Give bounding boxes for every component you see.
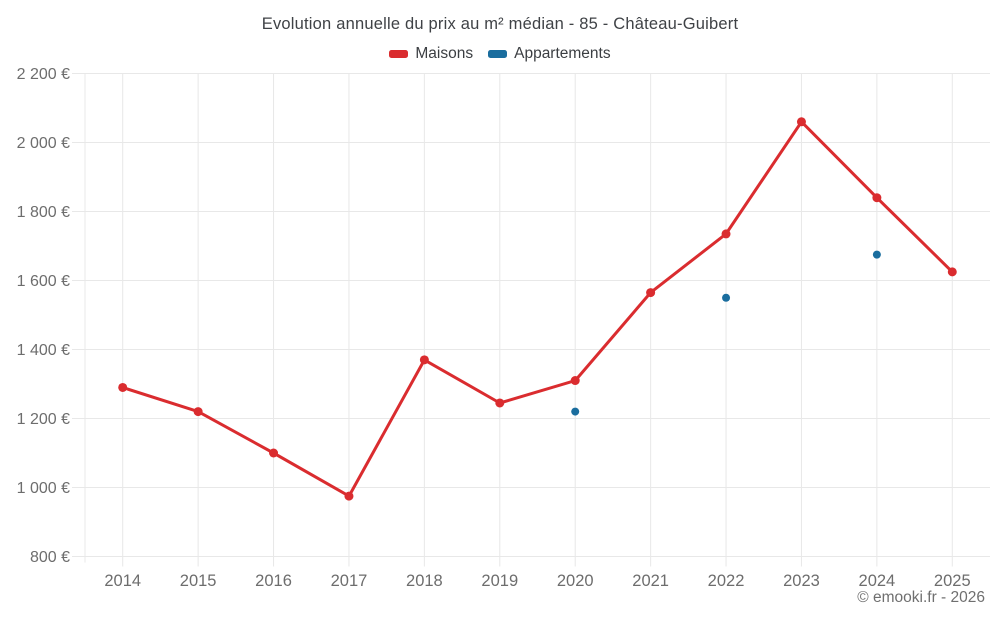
x-axis-label: 2020 [557,572,594,590]
x-axis-label: 2025 [934,572,971,590]
y-axis-label: 800 € [30,549,70,566]
x-axis-label: 2014 [104,572,141,590]
x-axis-label: 2016 [255,572,292,590]
maisons-line [121,120,954,498]
x-axis-label: 2022 [708,572,745,590]
y-axis-label: 2 000 € [17,135,70,152]
x-axis-label: 2021 [632,572,669,590]
maisons-point [721,229,731,239]
y-axis-label: 1 400 € [17,342,70,359]
x-axis-label: 2017 [331,572,368,590]
maisons-point [947,267,957,277]
legend-item-maisons[interactable]: Maisons [389,45,473,63]
maisons-legend-label: Maisons [415,45,474,62]
copyright-watermark: © emooki.fr - 2026 [857,589,985,606]
x-axis-label: 2023 [783,572,820,590]
appartements-legend-label: Appartements [514,45,611,62]
x-axis-label: 2018 [406,572,443,590]
x-axis-label: 2019 [481,572,518,590]
maisons-point [646,288,656,298]
y-axis-label: 1 600 € [17,273,70,290]
y-axis-label: 1 000 € [17,480,70,497]
x-axis-label: 2015 [180,572,217,590]
chart-title: Evolution annuelle du prix au m² médian … [261,15,739,33]
maisons-point [419,355,429,365]
chart-legend: Maisons Appartements [0,44,1000,64]
maisons-legend-swatch-icon [389,50,409,58]
appartements-point [872,250,881,259]
maisons-point [872,193,882,203]
y-axis-label: 1 200 € [17,411,70,428]
x-axis-label: 2024 [859,572,896,590]
maisons-point [570,376,580,386]
maisons-point [193,407,203,417]
appartements-legend-swatch-icon [488,50,508,58]
maisons-point [118,382,128,392]
maisons-point [269,448,279,458]
y-axis-label: 2 200 € [17,66,70,83]
y-axis-label: 1 800 € [17,204,70,221]
legend-item-appartements[interactable]: Appartements [488,45,611,63]
maisons-point [344,491,354,501]
maisons-point [796,117,806,127]
appartements-point [571,407,580,416]
maisons-point [495,398,505,408]
appartements-point [722,293,731,302]
